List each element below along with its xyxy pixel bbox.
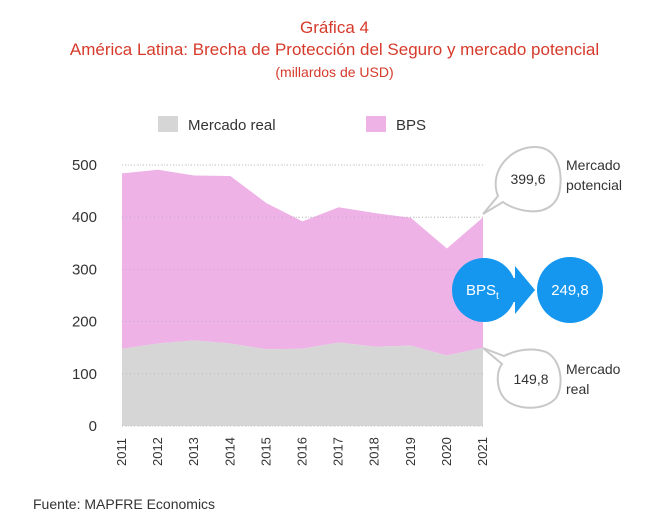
areas: [122, 164, 483, 427]
x-tick-label: 2019: [403, 437, 418, 466]
y-tick-label: 500: [72, 157, 97, 174]
x-tick-label: 2017: [331, 437, 346, 466]
x-tick-label: 2012: [150, 437, 165, 466]
legend-label-real: Mercado real: [188, 117, 276, 134]
bps-arrow: [502, 266, 535, 314]
x-tick-label: 2016: [295, 437, 310, 466]
y-tick-label: 200: [72, 314, 97, 331]
area-real: [122, 340, 483, 426]
bps-value: 249,8: [551, 282, 589, 299]
chart-subtitle: América Latina: Brecha de Protección del…: [69, 40, 600, 59]
x-tick-label: 2014: [222, 437, 237, 466]
x-tick-label: 2015: [258, 437, 273, 466]
x-tick-label: 2018: [367, 437, 382, 466]
bps-badge-label: BPSt: [466, 282, 499, 302]
chart-title: Gráfica 4: [300, 18, 369, 37]
legend-swatch-real: [158, 116, 178, 132]
chart-units: (millardos de USD): [275, 64, 394, 80]
real-label-line1: Mercado: [566, 361, 621, 377]
area-bps: [122, 169, 483, 356]
x-tick-label: 2013: [186, 437, 201, 466]
potential-callout-bubble: [482, 145, 562, 215]
legend-label-bps: BPS: [396, 117, 426, 134]
y-tick-label: 100: [72, 366, 97, 383]
y-tick-label: 300: [72, 261, 97, 278]
x-tick-label: 2021: [475, 437, 490, 466]
y-tick-label: 0: [89, 418, 97, 435]
real-label-line2: real: [566, 381, 589, 397]
legend-swatch-bps: [366, 116, 386, 132]
real-value: 149,8: [513, 371, 548, 387]
y-axis: 0 100 200 300 400 500: [72, 157, 97, 435]
potential-label-line2: potencial: [566, 177, 622, 193]
y-tick-label: 400: [72, 209, 97, 226]
potential-label-line1: Mercado: [566, 157, 621, 173]
x-tick-label: 2020: [439, 437, 454, 466]
bps-value-circle: [537, 257, 603, 323]
x-tick-label: 2011: [114, 438, 129, 466]
x-axis: 2011 2012 2013 2014 2015 2016 2017 2018 2019 2020…: [114, 437, 490, 466]
source-note: Fuente: MAPFRE Economics: [33, 496, 216, 512]
real-callout-bubble: [482, 347, 562, 409]
bps-badge-circle: [452, 258, 516, 322]
potential-value: 399,6: [510, 171, 545, 187]
